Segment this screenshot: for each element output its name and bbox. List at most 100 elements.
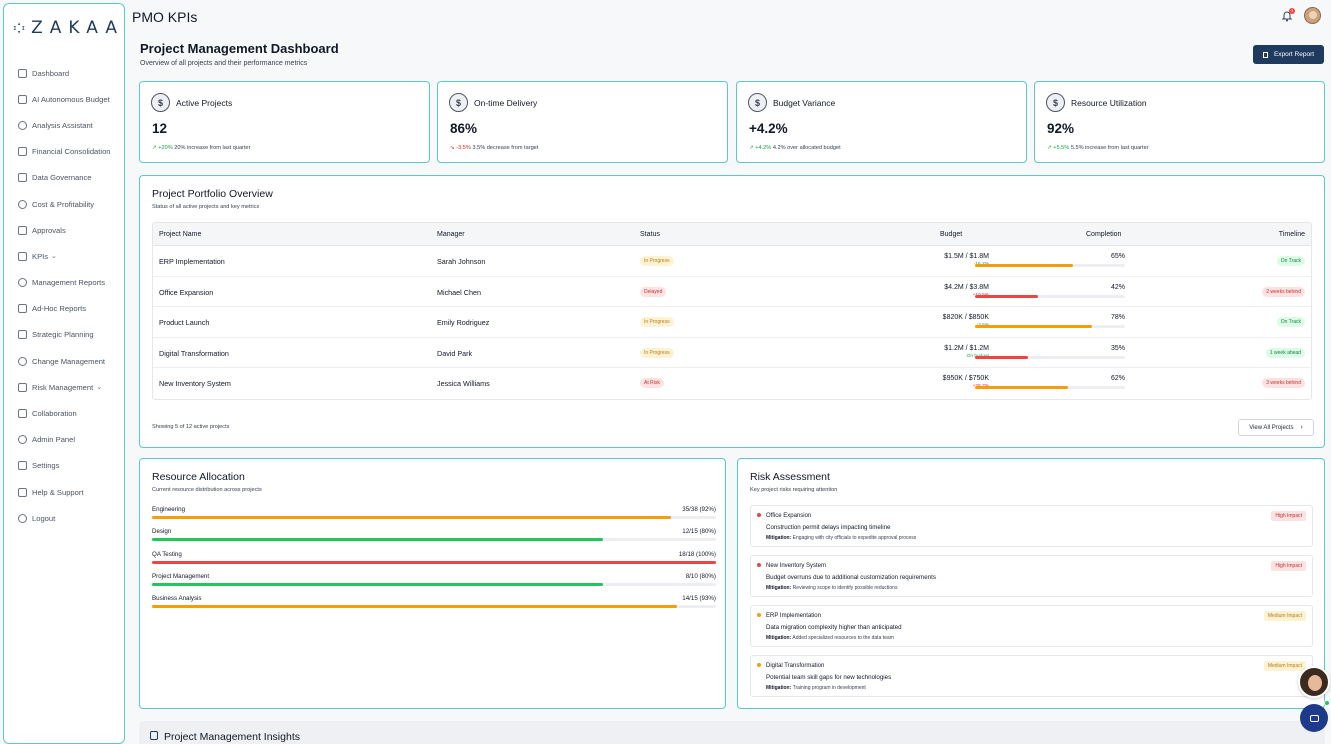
sidebar-item-change-management[interactable]: Change Management [4,348,124,374]
resource-title: Resource Allocation [152,471,245,483]
page-subtitle: Overview of all projects and their perfo… [140,60,308,67]
sidebar-item-analysis-assistant[interactable]: Analysis Assistant [4,112,124,138]
risk-description: Construction permit delays impacting tim… [766,524,891,531]
kpi-card-budget-variance: $ Budget Variance +4.2% ↗ +4.2% 4.2% over a… [736,81,1027,163]
export-report-button[interactable]: Export Report [1253,45,1324,64]
resource-value: 8/10 (80%) [685,572,716,580]
risk-item[interactable]: Digital Transformation Potential team ski… [750,655,1313,697]
sidebar-item-cost-profitability[interactable]: Cost & Profitability [4,191,124,217]
project-manager: Emily Rodriguez [437,318,490,328]
status-badge: At Risk [640,378,664,389]
resource-name: QA Testing [152,550,182,558]
sidebar-item-kpis[interactable]: KPIs ⌄ [4,243,124,269]
completion-bar [975,325,1125,329]
risk-item[interactable]: Office Expansion Construction permit dela… [750,505,1313,547]
sidebar-item-label: Change Management [32,356,106,366]
kpi-card-active-projects: $ Active Projects 12 ↗ +20% 20% increase fr… [139,81,430,163]
dollar-icon: $ [151,93,170,112]
kpi-change: +4.2% [755,145,772,151]
sidebar-item-approvals[interactable]: Approvals [4,217,124,243]
risk-description: Budget overruns due to additional custom… [766,574,936,581]
mitigation-label: Mitigation: [766,685,792,691]
resource-row: QA Testing 18/18 (100%) [152,551,716,573]
resource-row: Engineering 35/38 (92%) [152,506,716,528]
sidebar-item-ad-hoc-reports[interactable]: Ad-Hoc Reports [4,296,124,322]
sidebar-item-management-reports[interactable]: Management Reports [4,270,124,296]
bell-icon[interactable] [1281,10,1293,22]
risk-item[interactable]: ERP Implementation Data migration complex… [750,605,1313,647]
sidebar-item-collaboration[interactable]: Collaboration [4,400,124,426]
sidebar-item-logout[interactable]: Logout [4,505,124,531]
completion-percent: 42% [1111,283,1126,291]
table-row[interactable]: New Inventory System Jessica Williams At R… [153,368,1311,399]
dollar-icon: $ [449,93,468,112]
sidebar-item-settings[interactable]: Settings [4,453,124,479]
layers-icon [150,731,158,740]
sidebar-item-label: Data Governance [32,173,92,183]
completion-bar [975,294,1125,298]
completion-bar [975,355,1125,359]
resource-bar [152,582,716,586]
resource-row: Project Management 8/10 (80%) [152,573,716,595]
chat-button[interactable] [1300,704,1328,732]
sidebar-item-strategic-planning[interactable]: Strategic Planning [4,322,124,348]
table-row[interactable]: Office Expansion Michael Chen Delayed $4.2M… [153,277,1311,308]
sidebar-item-help-support[interactable]: Help & Support [4,479,124,505]
kpi-change: +20% [158,145,173,151]
sidebar-item-data-governance[interactable]: Data Governance [4,165,124,191]
export-report-label: Export Report [1273,51,1315,58]
resource-value: 12/15 (80%) [682,528,716,536]
project-manager: Sarah Johnson [437,257,486,266]
table-row[interactable]: ERP Implementation Sarah Johnson In Progre… [153,246,1311,277]
sidebar-item-label: Management Reports [32,278,106,288]
mitigation-text: Training program in development [792,685,866,691]
kpi-value: 86% [450,121,478,136]
assistant-avatar[interactable] [1298,666,1330,698]
insights-title: Project Management Insights [164,731,300,743]
brand-logo[interactable]: ZAKAA [4,4,124,52]
col-status: Status [640,231,660,238]
kpi-value: +4.2% [749,121,788,136]
project-name: ERP Implementation [159,257,225,266]
gear-icon [18,461,27,471]
status-badge: Delayed [640,286,667,297]
table-row[interactable]: Product Launch Emily Rodriguez In Progress… [153,307,1311,338]
risk-project: Digital Transformation [766,663,825,669]
kpi-title: On-time Delivery [474,98,538,108]
sidebar-item-label: Admin Panel [32,435,76,445]
completion-fill [975,264,1073,267]
risk-mitigation: Mitigation: Training program in developm… [766,685,866,691]
sidebar-item-ai-autonomous-budget[interactable]: AI Autonomous Budget [4,86,124,112]
sidebar-item-label: Financial Consolidation [32,147,111,157]
sidebar-item-label: Help & Support [32,487,84,497]
chevron-down-icon: ⌄ [51,253,57,261]
resource-fill [152,516,671,519]
resource-bar [152,538,716,542]
completion-percent: 35% [1111,344,1126,352]
kpi-title: Budget Variance [773,98,836,108]
table-row[interactable]: Digital Transformation David Park In Progr… [153,338,1311,369]
sidebar-item-risk-management[interactable]: Risk Management ⌄ [4,374,124,400]
kpi-note: 3.5% decrease from target [472,145,539,151]
kpi-footnote: ↘ -3.5% 3.5% decrease from target [450,145,538,151]
user-avatar[interactable] [1304,7,1321,24]
risk-dot [757,513,761,517]
resource-name: Design [152,528,172,536]
sidebar-item-label: Strategic Planning [32,330,94,340]
page-title: Project Management Dashboard [140,41,339,56]
col-project-name: Project Name [159,231,202,238]
sidebar-item-dashboard[interactable]: Dashboard [4,60,124,86]
sidebar-item-financial-consolidation[interactable]: Financial Consolidation [4,139,124,165]
impact-badge: Medium Impact [1263,611,1306,621]
risk-item[interactable]: New Inventory System Budget overruns due … [750,555,1313,597]
dollar-icon: $ [1046,93,1065,112]
timeline-badge: 1 week ahead [1265,347,1305,358]
kpi-change: -3.5% [456,145,471,151]
col-manager: Manager [437,231,465,238]
sidebar-item-admin-panel[interactable]: Admin Panel [4,427,124,453]
view-all-projects-button[interactable]: View All Projects › [1238,419,1314,436]
report-icon [18,278,27,288]
sidebar-item-label: Approvals [32,225,66,235]
risk-dot [757,663,761,667]
